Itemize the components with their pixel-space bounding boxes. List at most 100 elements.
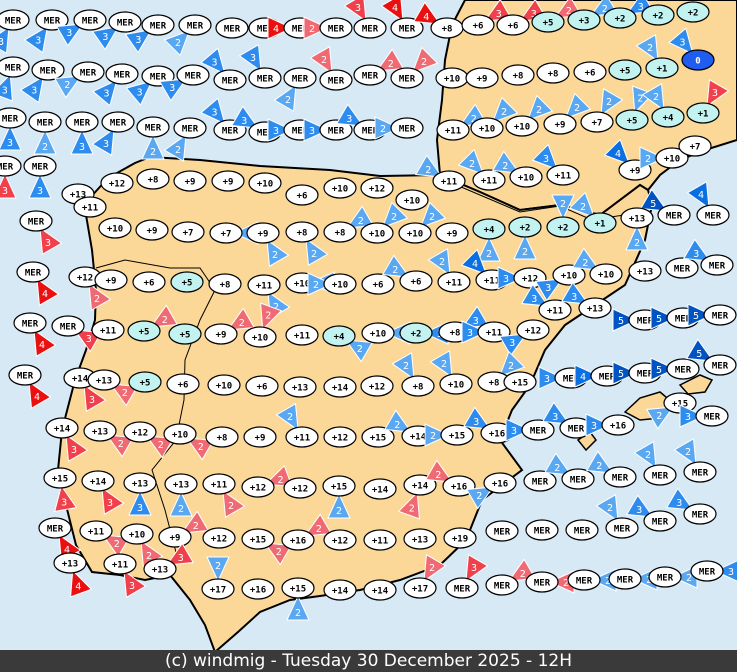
temperature-oval bbox=[496, 14, 530, 36]
station: 3+14 bbox=[81, 470, 125, 516]
temperature-label: MER bbox=[704, 413, 721, 423]
station: 2 +10 bbox=[163, 423, 215, 461]
temperature-label: +11 bbox=[446, 279, 462, 289]
wind-force: 2 bbox=[554, 463, 560, 474]
temperature-oval bbox=[651, 106, 685, 128]
wind-force: 2 bbox=[175, 38, 181, 49]
wind-force: 2 bbox=[502, 161, 508, 172]
wind-force: 5 bbox=[696, 349, 702, 360]
station: +11 bbox=[91, 319, 125, 341]
temperature-oval bbox=[443, 527, 477, 549]
wind-force: 3 bbox=[137, 503, 143, 514]
temperature-oval bbox=[445, 577, 479, 599]
wind-arrow-icon bbox=[595, 493, 619, 523]
temperature-label: +14 bbox=[54, 425, 71, 435]
station: 3 MER bbox=[0, 56, 30, 102]
temperature-label: +9 bbox=[477, 75, 488, 85]
temperature-label: +12 bbox=[332, 434, 348, 444]
wind-force: 2 bbox=[403, 361, 409, 372]
temperature-label: +2 bbox=[520, 224, 531, 234]
station: 2 +11 bbox=[427, 247, 471, 293]
station: +12 bbox=[100, 172, 134, 194]
temperature-oval bbox=[71, 61, 105, 83]
temperature-oval bbox=[247, 274, 281, 296]
wind-arrow-icon bbox=[639, 146, 666, 170]
temperature-oval bbox=[283, 376, 317, 398]
temperature-oval bbox=[0, 155, 22, 177]
wind-force: 3 bbox=[71, 445, 77, 456]
temperature-oval bbox=[105, 63, 139, 85]
wind-force: 2 bbox=[122, 388, 128, 399]
temperature-oval bbox=[123, 472, 157, 494]
temperature-oval bbox=[28, 111, 62, 133]
temperature-label: MER bbox=[182, 125, 199, 135]
temperature-label: MER bbox=[692, 469, 709, 479]
temperature-label: +10 bbox=[598, 271, 614, 281]
station: 2 +13 bbox=[164, 473, 198, 517]
temperature-label: MER bbox=[40, 67, 57, 77]
station: 2 +10 bbox=[398, 201, 447, 244]
wind-force: 3 bbox=[212, 108, 218, 119]
temperature-oval bbox=[536, 62, 570, 84]
temperature-oval bbox=[435, 222, 469, 244]
temperature-oval bbox=[521, 419, 555, 441]
wind-arrow-icon bbox=[109, 383, 139, 407]
wind-arrow-icon bbox=[54, 484, 78, 513]
temperature-label: +2 bbox=[411, 330, 422, 340]
temperature-oval bbox=[53, 552, 87, 574]
wind-force: 4 bbox=[472, 259, 478, 270]
temperature-label: +9 bbox=[258, 230, 269, 240]
station: 3 MER bbox=[343, 0, 387, 39]
temperature-label: +16 bbox=[451, 483, 467, 493]
wind-arrow-icon bbox=[200, 47, 226, 75]
wind-arrow-icon bbox=[267, 118, 294, 142]
temperature-label: +5 bbox=[139, 328, 150, 338]
station: +9 bbox=[94, 269, 128, 291]
temperature-label: +10 bbox=[479, 125, 495, 135]
temperature-oval bbox=[201, 578, 235, 600]
station: +13 bbox=[628, 260, 662, 282]
temperature-oval bbox=[285, 324, 319, 346]
temperature-label: +1 bbox=[657, 65, 668, 75]
wind-arrow-icon bbox=[571, 247, 601, 271]
temperature-label: +14 bbox=[72, 375, 89, 385]
wind-force: 3 bbox=[178, 553, 184, 564]
temperature-label: MER bbox=[599, 373, 616, 383]
temperature-label: MER bbox=[652, 472, 669, 482]
temperature-label: +10 bbox=[561, 272, 577, 282]
temperature-oval bbox=[209, 222, 243, 244]
station: 3 MER bbox=[158, 64, 210, 102]
temperature-oval bbox=[686, 102, 720, 124]
station: +10 bbox=[98, 217, 132, 239]
wind-arrow-icon bbox=[36, 277, 60, 307]
temperature-label: +10 bbox=[448, 381, 464, 391]
wind-force: 3 bbox=[102, 32, 108, 43]
temperature-oval bbox=[603, 466, 637, 488]
wind-force: 3 bbox=[37, 186, 43, 197]
wind-arrow-icon bbox=[534, 278, 564, 302]
temperature-label: +12 bbox=[77, 274, 93, 284]
temperature-oval bbox=[573, 61, 607, 83]
wind-force: 3 bbox=[473, 316, 479, 327]
temperature-label: +8 bbox=[442, 25, 453, 35]
wind-force: 2 bbox=[605, 576, 611, 587]
temperature-label: +1 bbox=[698, 110, 709, 120]
temperature-oval bbox=[578, 297, 612, 319]
temperature-label: MER bbox=[534, 579, 551, 589]
temperature-oval bbox=[38, 517, 72, 539]
station: 3 +6 bbox=[461, 0, 513, 36]
station: 3 +2 bbox=[603, 0, 655, 29]
station: 3 MER bbox=[0, 107, 27, 151]
temperature-oval bbox=[608, 568, 642, 590]
temperature-oval bbox=[696, 204, 730, 226]
station: 2 +10 bbox=[360, 201, 409, 244]
station: 2 MER bbox=[136, 116, 170, 160]
station: 2 +13 bbox=[83, 420, 135, 458]
station: 2 MER bbox=[595, 493, 639, 539]
station: 3 MER bbox=[690, 560, 737, 582]
temperature-label: +12 bbox=[109, 180, 125, 190]
temperature-label: +12 bbox=[369, 185, 385, 195]
wind-arrow-icon bbox=[411, 46, 439, 74]
wind-force: 2 bbox=[647, 43, 653, 54]
station: 2 +9 bbox=[543, 92, 592, 135]
